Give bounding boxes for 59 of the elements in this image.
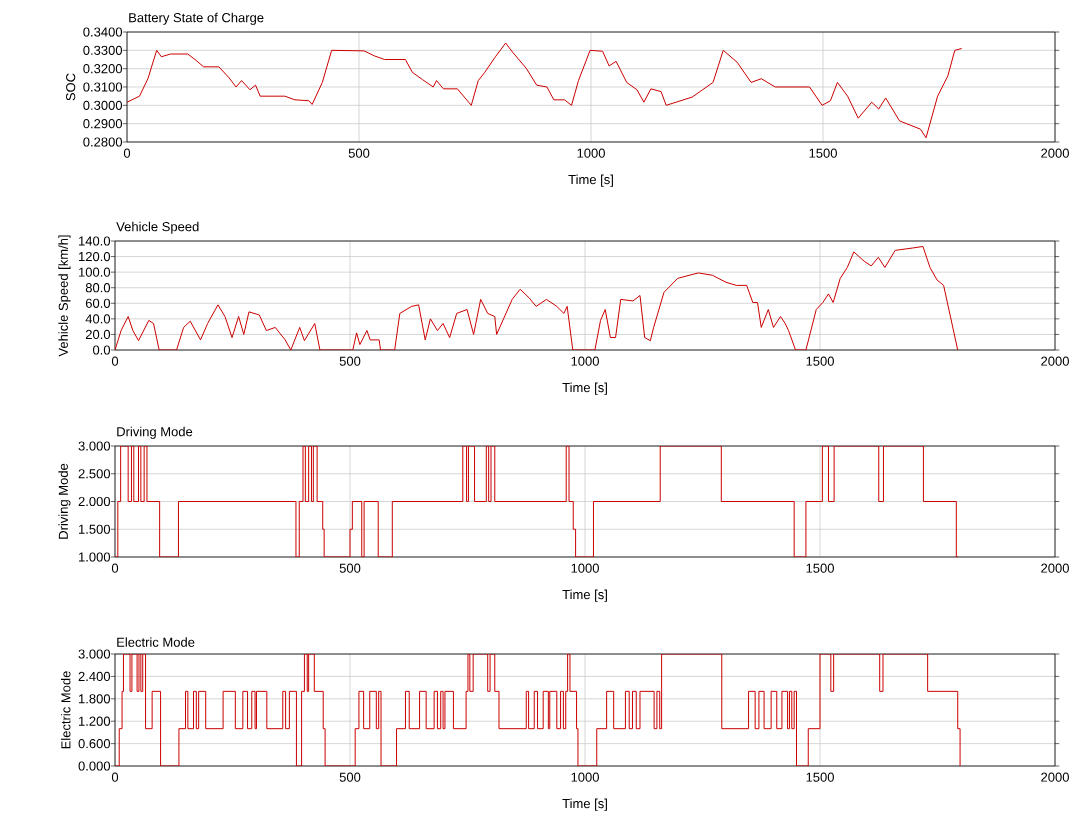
- y-tick-label: 0.600: [78, 739, 111, 749]
- y-tick-label: 1.000: [79, 552, 111, 562]
- y-tick-label: 0.3000: [83, 100, 123, 110]
- x-tick-label: 1500: [806, 356, 834, 366]
- x-axis-title: Time [s]: [562, 798, 607, 811]
- y-axis-title: Electric Mode: [60, 671, 71, 749]
- y-tick-label: 0.000: [78, 761, 111, 771]
- line-series: [115, 245, 959, 350]
- y-tick-label: 0.3100: [83, 82, 123, 92]
- chart-title: Driving Mode: [117, 426, 193, 439]
- chart-title: Battery State of Charge: [129, 12, 264, 25]
- y-axis-title: Vehicle Speed [km/h]: [58, 235, 71, 357]
- y-tick-label: 0.2800: [83, 137, 123, 147]
- x-tick-label: 1500: [806, 772, 834, 782]
- y-tick-label: 0.2900: [83, 119, 123, 129]
- y-tick-label: 80.0: [85, 283, 111, 293]
- y-tick-label: 2.400: [78, 671, 111, 682]
- y-axis-title: Driving Mode: [58, 463, 71, 539]
- y-tick-label: 1.800: [79, 694, 111, 704]
- y-tick-label: 0.0: [93, 345, 111, 355]
- x-axis-title: Time [s]: [562, 382, 607, 395]
- y-tick-label: 2.500: [78, 469, 111, 479]
- y-tick-label: 120.0: [79, 251, 111, 262]
- x-tick-label: 2000: [1041, 148, 1069, 158]
- x-tick-label: 0: [111, 772, 119, 782]
- y-tick-label: 1.200: [79, 716, 111, 726]
- x-tick-label: 1500: [809, 148, 837, 158]
- x-axis-title: Time [s]: [562, 589, 607, 602]
- x-tick-label: 1000: [577, 148, 605, 158]
- x-tick-label: 500: [339, 563, 361, 573]
- y-tick-label: 40.0: [85, 314, 111, 324]
- x-tick-label: 500: [339, 772, 361, 782]
- y-tick-label: 3.000: [78, 441, 111, 451]
- y-tick-label: 100.0: [79, 267, 111, 277]
- y-tick-label: 140.0: [79, 236, 111, 246]
- x-axis-title: Time [s]: [568, 174, 613, 187]
- y-tick-label: 1.500: [79, 524, 111, 534]
- y-tick-label: 20.0: [85, 329, 111, 340]
- chart-title: Electric Mode: [117, 637, 195, 647]
- y-tick-label: 0.3300: [83, 45, 123, 55]
- y-tick-label: 3.000: [78, 649, 111, 659]
- y-axis-title: SOC: [66, 73, 76, 101]
- y-tick-label: 0.3400: [83, 27, 123, 37]
- y-tick-label: 2.000: [78, 496, 111, 507]
- x-tick-label: 2000: [1041, 563, 1069, 573]
- y-tick-label: 60.0: [85, 298, 111, 308]
- x-tick-label: 0: [111, 563, 119, 573]
- x-tick-label: 1000: [571, 772, 599, 782]
- x-tick-label: 500: [348, 148, 370, 158]
- x-tick-label: 1000: [571, 563, 599, 573]
- x-tick-label: 0: [123, 148, 131, 158]
- y-tick-label: 0.3200: [83, 64, 123, 74]
- x-tick-label: 1000: [571, 356, 599, 366]
- chart-title: Vehicle Speed: [116, 221, 199, 234]
- x-tick-label: 2000: [1041, 772, 1069, 782]
- x-tick-label: 0: [111, 356, 119, 366]
- x-tick-label: 2000: [1041, 356, 1069, 366]
- x-tick-label: 500: [339, 356, 361, 366]
- x-tick-label: 1500: [806, 563, 834, 573]
